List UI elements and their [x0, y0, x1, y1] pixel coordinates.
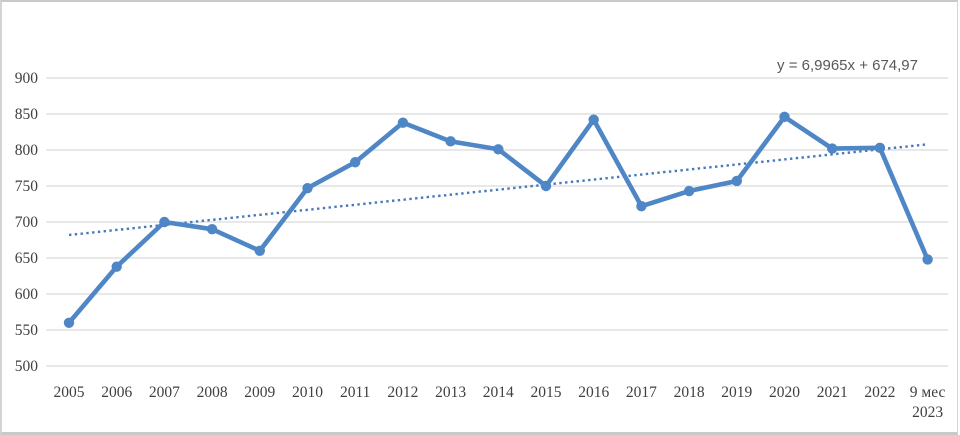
gridlines-group	[46, 77, 948, 367]
x-tick-label-2018: 2018	[674, 384, 705, 401]
data-point-2006	[111, 261, 122, 272]
x-tick-label-2008: 2008	[197, 384, 228, 401]
y-tick-label-600: 600	[15, 286, 39, 303]
y-tick-label-550: 550	[15, 322, 39, 339]
data-point-2013	[445, 136, 456, 147]
x-tick-label-2016: 2016	[578, 384, 609, 401]
data-point-9-мес	[922, 254, 933, 265]
x-tick-label-2010: 2010	[292, 384, 323, 401]
trendline-group	[68, 143, 928, 237]
y-tick-label-850: 850	[15, 106, 39, 123]
y-tick-label-800: 800	[15, 142, 39, 159]
data-point-2021	[827, 143, 838, 154]
data-point-2008	[206, 224, 218, 235]
data-point-2011	[350, 157, 361, 168]
x-tick-label-2017: 2017	[626, 384, 657, 401]
data-point-2015	[540, 180, 552, 192]
data-point-2017	[636, 200, 647, 212]
data-point-2010	[302, 182, 313, 194]
x-tick-label-2020: 2020	[769, 384, 800, 401]
data-point-2009	[254, 245, 265, 256]
data-point-2022	[874, 142, 886, 154]
y-tick-label-900: 900	[15, 70, 39, 87]
trendline	[68, 143, 928, 237]
data-point-2019	[731, 175, 742, 187]
data-point-2018	[683, 185, 695, 197]
x-tick-label-2009: 2009	[244, 384, 275, 401]
y-axis-labels-group: 500 550 600 650 700 750 800 850 900	[15, 70, 39, 375]
x-tick-label-2005: 2005	[54, 384, 85, 401]
x-tick-label-2007: 2007	[149, 384, 180, 401]
x-axis-labels-group: 2005 2006 2007 2008 2009 2010 2011 2012 2013 2014…	[54, 384, 946, 421]
x-tick-label-2019: 2019	[721, 384, 752, 401]
x-tick-label-2022: 2022	[864, 384, 895, 401]
x-tick-label-2012: 2012	[387, 384, 418, 401]
trendline-equation-label: y = 6,9965x + 674,97	[777, 57, 918, 74]
x-tick-label-2006: 2006	[101, 384, 132, 401]
x-tick-label-2014: 2014	[483, 384, 514, 401]
x-tick-label-2011: 2011	[340, 384, 370, 401]
data-point-2020	[779, 111, 790, 123]
y-tick-label-650: 650	[15, 250, 39, 267]
data-series-group	[63, 111, 933, 328]
x-tick-label-2015: 2015	[531, 384, 562, 401]
data-point-2005	[63, 317, 75, 328]
data-point-2007	[159, 216, 170, 228]
y-tick-label-750: 750	[15, 178, 39, 195]
y-tick-label-500: 500	[15, 358, 39, 375]
data-point-2012	[397, 117, 409, 128]
x-tick-label-9-мес: 9 мес 2023	[910, 384, 946, 421]
x-tick-label-2021: 2021	[817, 384, 848, 401]
x-tick-label-2013: 2013	[435, 384, 466, 401]
data-point-2016	[588, 114, 599, 125]
y-tick-label-700: 700	[15, 214, 39, 231]
data-point-2014	[493, 144, 504, 155]
